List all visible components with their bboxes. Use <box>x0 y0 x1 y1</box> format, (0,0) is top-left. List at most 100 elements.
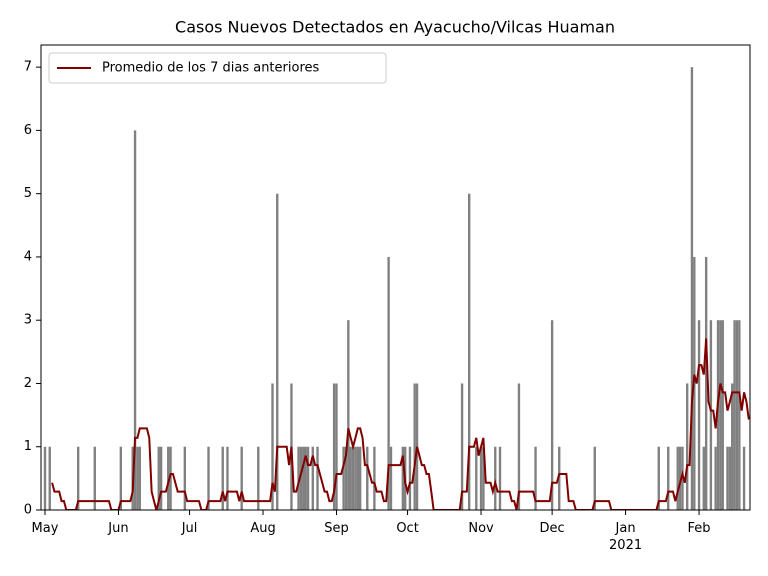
x-tick-label: Dec <box>539 521 565 536</box>
bar <box>468 193 471 510</box>
bar <box>498 446 502 510</box>
bar <box>475 446 478 510</box>
bar <box>138 446 141 510</box>
bar <box>413 383 416 510</box>
bar <box>593 446 596 510</box>
bar <box>728 446 732 510</box>
bar <box>297 446 300 510</box>
bar <box>276 193 279 510</box>
bar <box>354 446 357 510</box>
bar <box>240 446 243 510</box>
bar <box>93 446 96 510</box>
bar <box>726 446 729 510</box>
bar <box>387 256 390 510</box>
x-tick-label: Oct <box>396 521 419 536</box>
bar <box>709 320 713 510</box>
legend-label: Promedio de los 7 dias anteriores <box>102 61 319 76</box>
bar <box>704 256 708 510</box>
y-tick-label: 6 <box>24 123 32 138</box>
bar <box>311 446 314 510</box>
bar <box>347 320 350 510</box>
bar <box>358 446 362 510</box>
bar <box>207 446 210 510</box>
bar <box>534 446 537 510</box>
bar <box>304 446 307 510</box>
bar <box>517 383 521 510</box>
bar <box>221 446 224 510</box>
bar <box>366 446 369 510</box>
bar <box>558 446 561 510</box>
bar <box>342 446 345 510</box>
x-tick-label: Feb <box>687 521 711 536</box>
bar <box>702 446 705 510</box>
bar <box>136 446 139 510</box>
x-tick-label: Sep <box>324 521 349 536</box>
bar <box>690 67 694 510</box>
bar <box>733 320 736 510</box>
bar <box>351 446 355 510</box>
bar <box>299 446 303 510</box>
bar <box>738 320 741 510</box>
y-tick-label: 0 <box>24 503 32 518</box>
bar <box>716 320 720 510</box>
bar <box>43 446 47 510</box>
y-tick-label: 3 <box>24 313 32 328</box>
y-tick-label: 7 <box>24 60 32 75</box>
chart-title: Casos Nuevos Detectados en Ayacucho/Vilc… <box>175 18 615 37</box>
bar <box>335 383 338 510</box>
plot-area <box>43 67 750 510</box>
bar <box>332 383 336 510</box>
bar <box>742 446 746 510</box>
bar <box>159 446 163 510</box>
axes-frame <box>40 44 751 511</box>
bar <box>401 446 405 510</box>
bar <box>226 446 229 510</box>
bar <box>183 446 186 510</box>
bar <box>157 446 160 510</box>
x-tick-label: Jan 2021 <box>609 521 643 553</box>
bar <box>714 446 717 510</box>
x-tick-label: Jun <box>108 521 129 536</box>
bar <box>271 383 274 510</box>
legend-box <box>48 52 387 84</box>
y-tick-label: 1 <box>24 439 32 454</box>
bar <box>686 383 689 510</box>
bar <box>119 446 123 510</box>
bar <box>76 446 80 510</box>
bar <box>678 446 682 510</box>
bar <box>408 446 412 510</box>
line <box>51 338 750 510</box>
bar <box>316 446 319 510</box>
bar <box>373 446 376 510</box>
bar <box>257 446 260 510</box>
bar <box>681 446 684 510</box>
bar <box>479 446 483 510</box>
bar <box>169 446 172 510</box>
bar <box>389 446 393 510</box>
bar <box>306 446 310 510</box>
bar <box>719 320 722 510</box>
x-tick-label: Aug <box>250 521 276 536</box>
x-tick-label: May <box>31 521 59 536</box>
bar <box>697 320 701 510</box>
y-tick-label: 4 <box>24 249 32 264</box>
bar <box>657 446 660 510</box>
bar <box>667 446 670 510</box>
bar <box>735 320 739 510</box>
bar <box>482 446 485 510</box>
bar <box>48 446 51 510</box>
bar <box>302 446 305 510</box>
bar <box>356 446 359 510</box>
bar <box>460 383 464 510</box>
y-tick-label: 2 <box>24 376 32 391</box>
bar <box>494 446 497 510</box>
bar <box>167 446 170 510</box>
bar <box>133 130 137 510</box>
x-tick-label: Nov <box>468 521 494 536</box>
bar <box>349 446 352 510</box>
bar <box>550 320 554 510</box>
bar <box>344 446 348 510</box>
